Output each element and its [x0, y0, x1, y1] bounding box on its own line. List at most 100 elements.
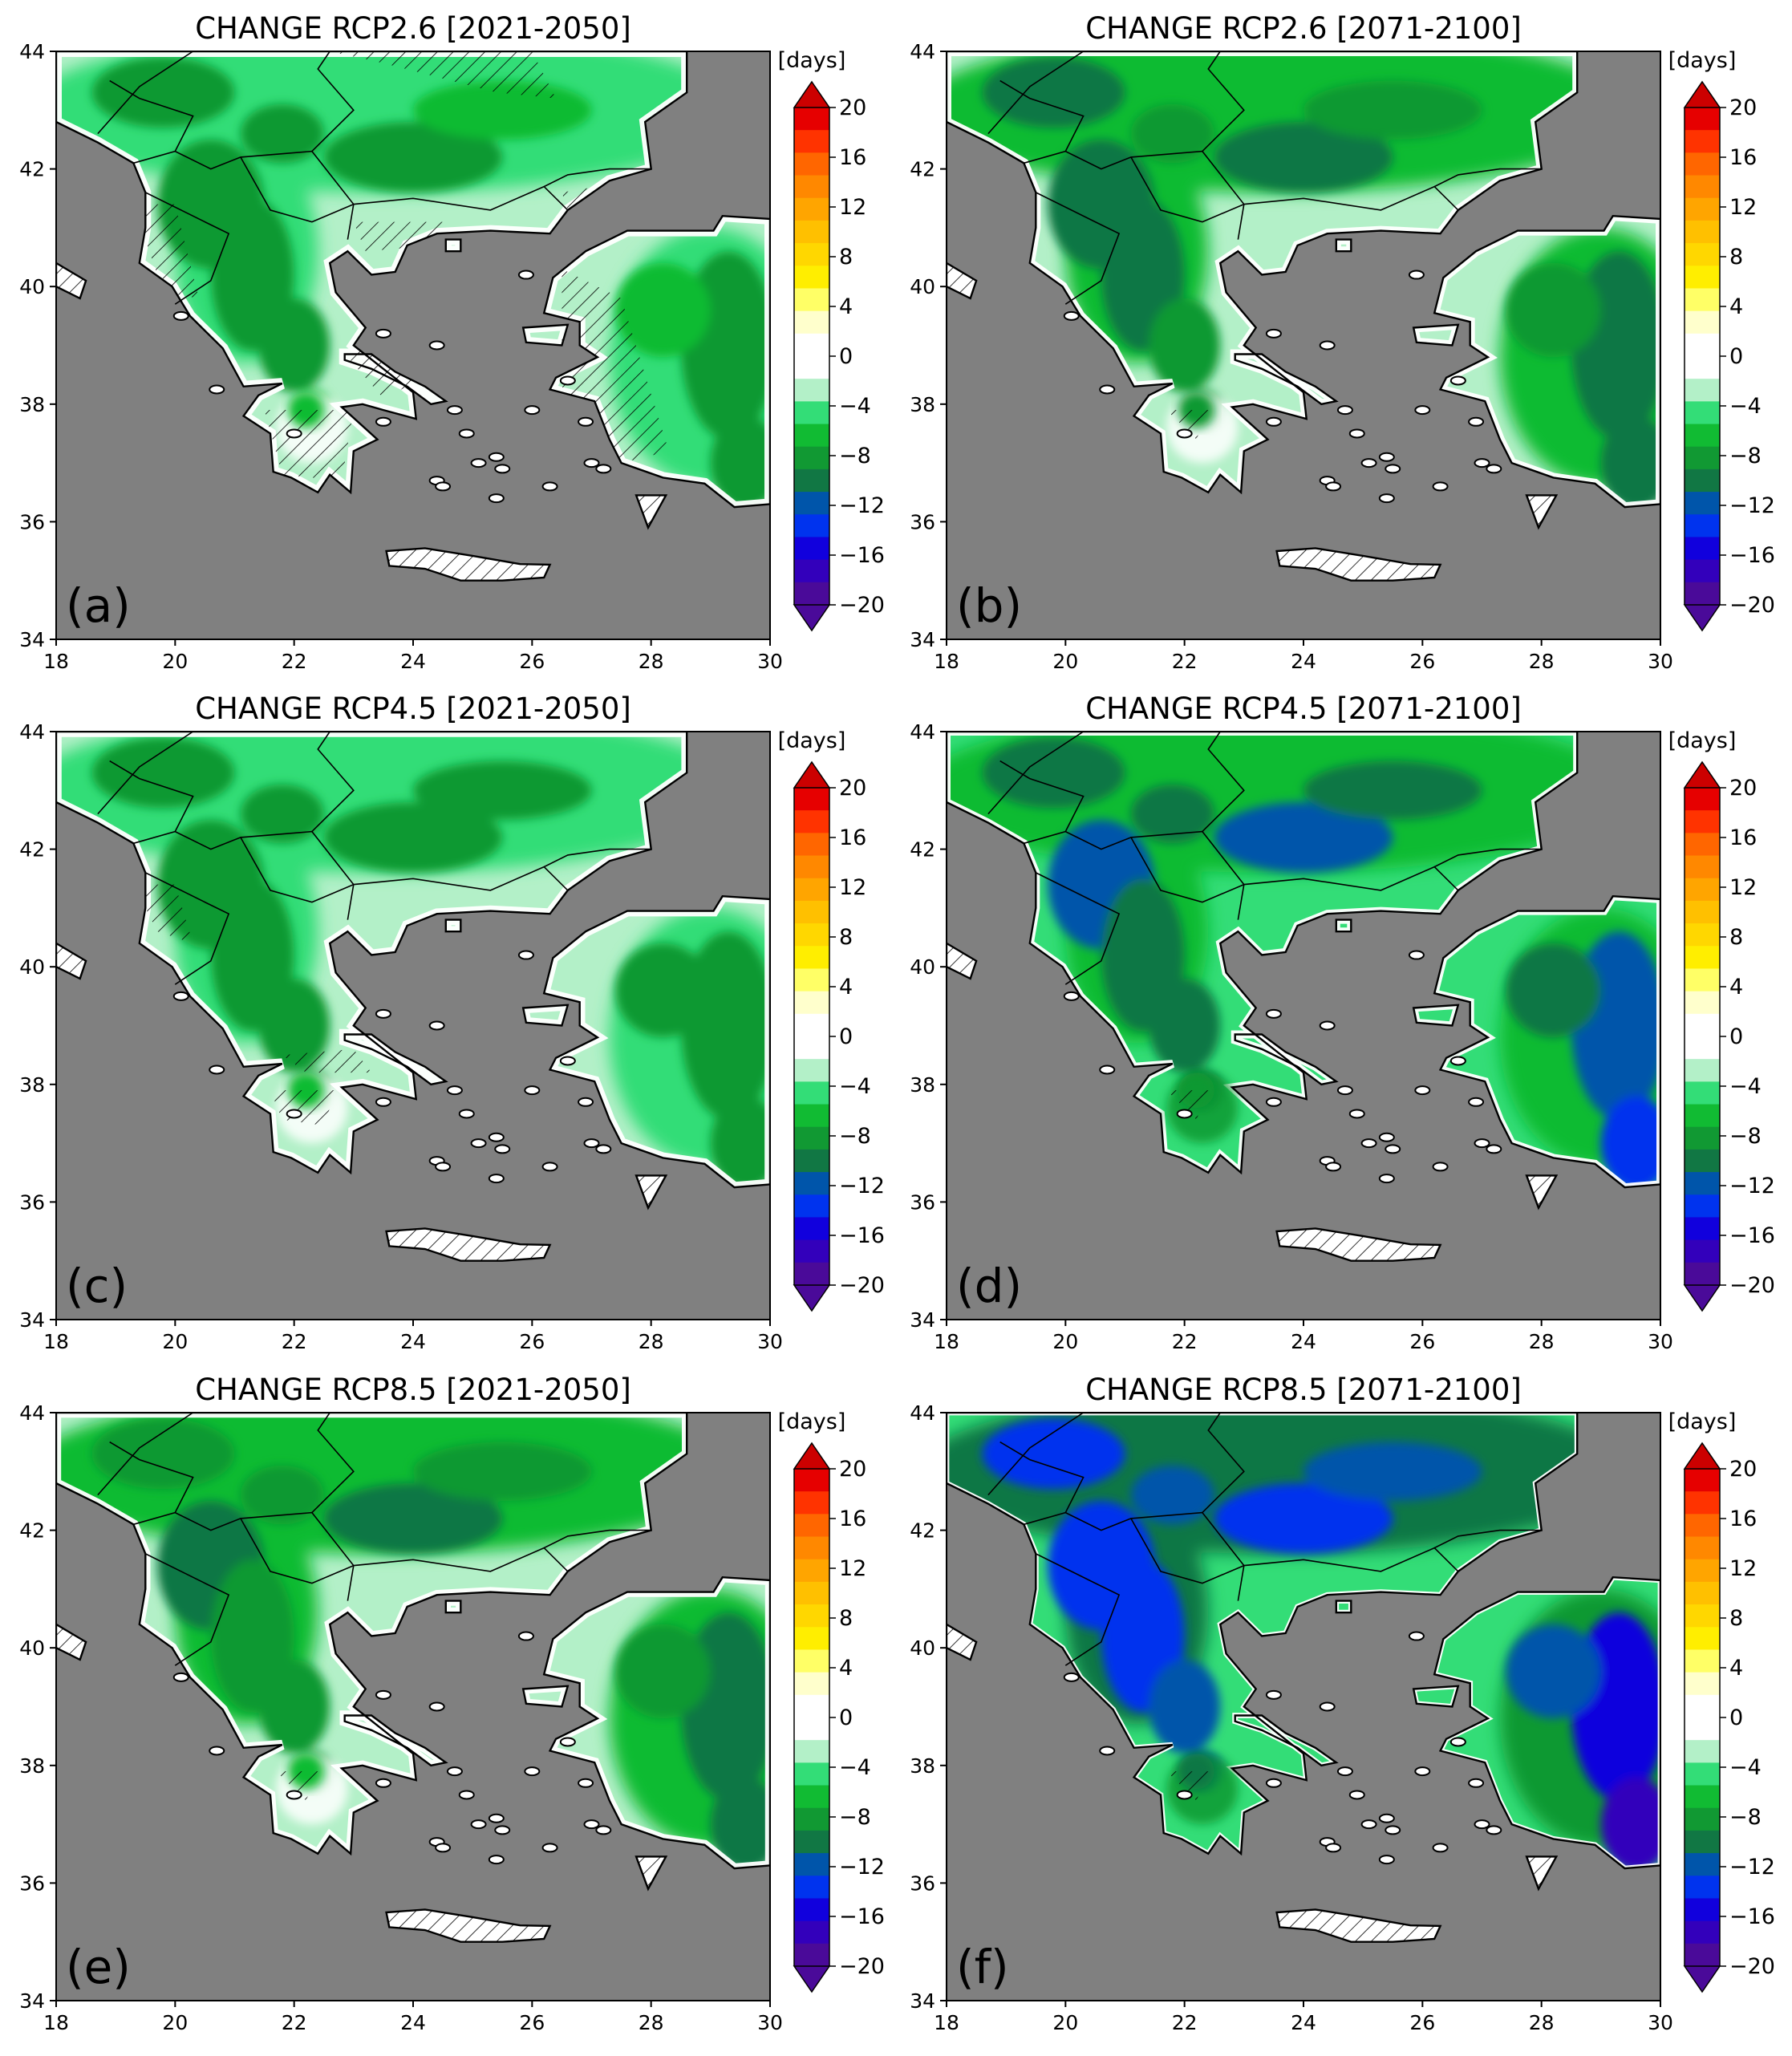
- colorbar-segment: [1685, 788, 1720, 811]
- colorbar-tick-label: 8: [1729, 1606, 1743, 1631]
- colorbar-unit: [days]: [778, 48, 846, 73]
- colorbar-segment: [794, 1581, 829, 1605]
- colorbar-segment: [1685, 1807, 1720, 1831]
- colorbar-tick-label: 4: [839, 1656, 853, 1681]
- coastline: [947, 1623, 978, 1661]
- hatch-region: [1276, 548, 1441, 581]
- colorbar-tick-label: −12: [1729, 1855, 1775, 1880]
- border-line: [240, 156, 355, 223]
- panel-title: CHANGE RCP4.5 [2021-2050]: [195, 691, 631, 726]
- x-tick-label: 26: [1409, 1330, 1435, 1353]
- colorbar-segment: [794, 1762, 829, 1786]
- coastline: [385, 1227, 552, 1262]
- colorbar-segment: [1685, 537, 1720, 561]
- colorbar-segment: [1685, 1785, 1720, 1809]
- colorbar-segment: [1685, 130, 1720, 153]
- signal-patch: [323, 801, 503, 873]
- border-line: [109, 760, 194, 832]
- y-tick-label: 38: [910, 393, 935, 416]
- map-area: [56, 1413, 770, 2001]
- island: [1265, 328, 1282, 339]
- island: [1414, 1085, 1431, 1096]
- colorbar-segment: [794, 266, 829, 290]
- island: [488, 493, 505, 504]
- colorbar-tick-label: 0: [839, 1024, 853, 1049]
- island: [172, 310, 189, 321]
- x-tick-label: 26: [519, 2011, 545, 2034]
- border-line: [97, 51, 194, 135]
- colorbar-segment: [1685, 514, 1720, 538]
- map-area: [947, 1413, 1660, 2001]
- hatch-region: [636, 1856, 667, 1889]
- colorbar-tick-label: −8: [839, 444, 871, 468]
- signal-patch: [1506, 262, 1601, 358]
- y-tick-label: 44: [19, 40, 45, 63]
- x-tick-label: 24: [1291, 1330, 1316, 1353]
- island: [1449, 1737, 1466, 1747]
- hatch-region: [1166, 1090, 1209, 1120]
- island: [1099, 1064, 1116, 1075]
- island: [1378, 452, 1395, 462]
- island: [375, 1778, 391, 1788]
- colorbar-segment: [794, 1920, 829, 1944]
- y-tick-label: 36: [19, 1871, 45, 1895]
- colorbar-segment: [794, 152, 829, 176]
- coastline: [1412, 1685, 1460, 1708]
- map-area: [56, 732, 770, 1320]
- colorbar-tick-label: −20: [1729, 1273, 1775, 1298]
- border-line: [311, 51, 355, 152]
- colorbar-tick-label: −16: [839, 1223, 885, 1248]
- island: [1176, 1109, 1193, 1119]
- coastlines: [56, 732, 770, 1262]
- colorbar-segment: [794, 514, 829, 538]
- colorbar-segment: [1685, 878, 1720, 902]
- colorbar-segment: [1685, 401, 1720, 425]
- aegean-islands: [1063, 1631, 1502, 1865]
- coastline: [1412, 1004, 1460, 1027]
- border-line: [109, 1441, 194, 1513]
- island: [1325, 1162, 1342, 1172]
- border-line: [311, 732, 355, 833]
- coastline: [947, 51, 1579, 495]
- y-tick-label: 38: [19, 393, 45, 416]
- x-tick-label: 24: [400, 2011, 426, 2034]
- coastline: [385, 547, 552, 582]
- coastlines: [947, 732, 1660, 1262]
- y-tick-label: 44: [910, 1401, 935, 1425]
- colorbar-tick-label: 20: [839, 776, 866, 801]
- signal-patch: [710, 1777, 770, 1871]
- x-tick-label: 28: [639, 650, 664, 673]
- coastline: [1335, 1600, 1352, 1614]
- island: [1468, 1778, 1485, 1788]
- colorbar-segment: [794, 1649, 829, 1673]
- x-tick-label: 20: [162, 1330, 188, 1353]
- border-line: [1202, 1413, 1245, 1514]
- colorbar-segment: [794, 1717, 829, 1741]
- colorbar-extend-bottom: [1683, 1284, 1721, 1312]
- island: [1360, 1819, 1377, 1830]
- colorbar-tick-label: −4: [839, 394, 871, 419]
- signal-patch: [1600, 1096, 1660, 1190]
- island: [428, 340, 445, 351]
- colorbar-segment: [1685, 1853, 1720, 1876]
- colorbar-segment: [1685, 1762, 1720, 1786]
- y-tick-label: 44: [910, 720, 935, 744]
- hatch-region: [1276, 1228, 1441, 1261]
- island: [488, 1174, 505, 1184]
- colorbar-segment: [1685, 266, 1720, 290]
- colorbar-tick-label: 16: [839, 145, 866, 170]
- colorbar-tick-label: −8: [1729, 444, 1762, 468]
- border-line: [97, 1413, 194, 1496]
- island: [1099, 384, 1116, 395]
- colorbar-tick-label: 16: [839, 825, 866, 850]
- x-tick-label: 18: [43, 650, 69, 673]
- hatch-region: [330, 51, 556, 99]
- island: [1378, 1174, 1395, 1184]
- island: [1063, 1672, 1080, 1682]
- colorbar-segment: [794, 175, 829, 199]
- island: [286, 1109, 302, 1119]
- hatch-region: [270, 1090, 336, 1126]
- colorbar-segment: [1685, 582, 1720, 606]
- y-tick-label: 40: [19, 275, 45, 298]
